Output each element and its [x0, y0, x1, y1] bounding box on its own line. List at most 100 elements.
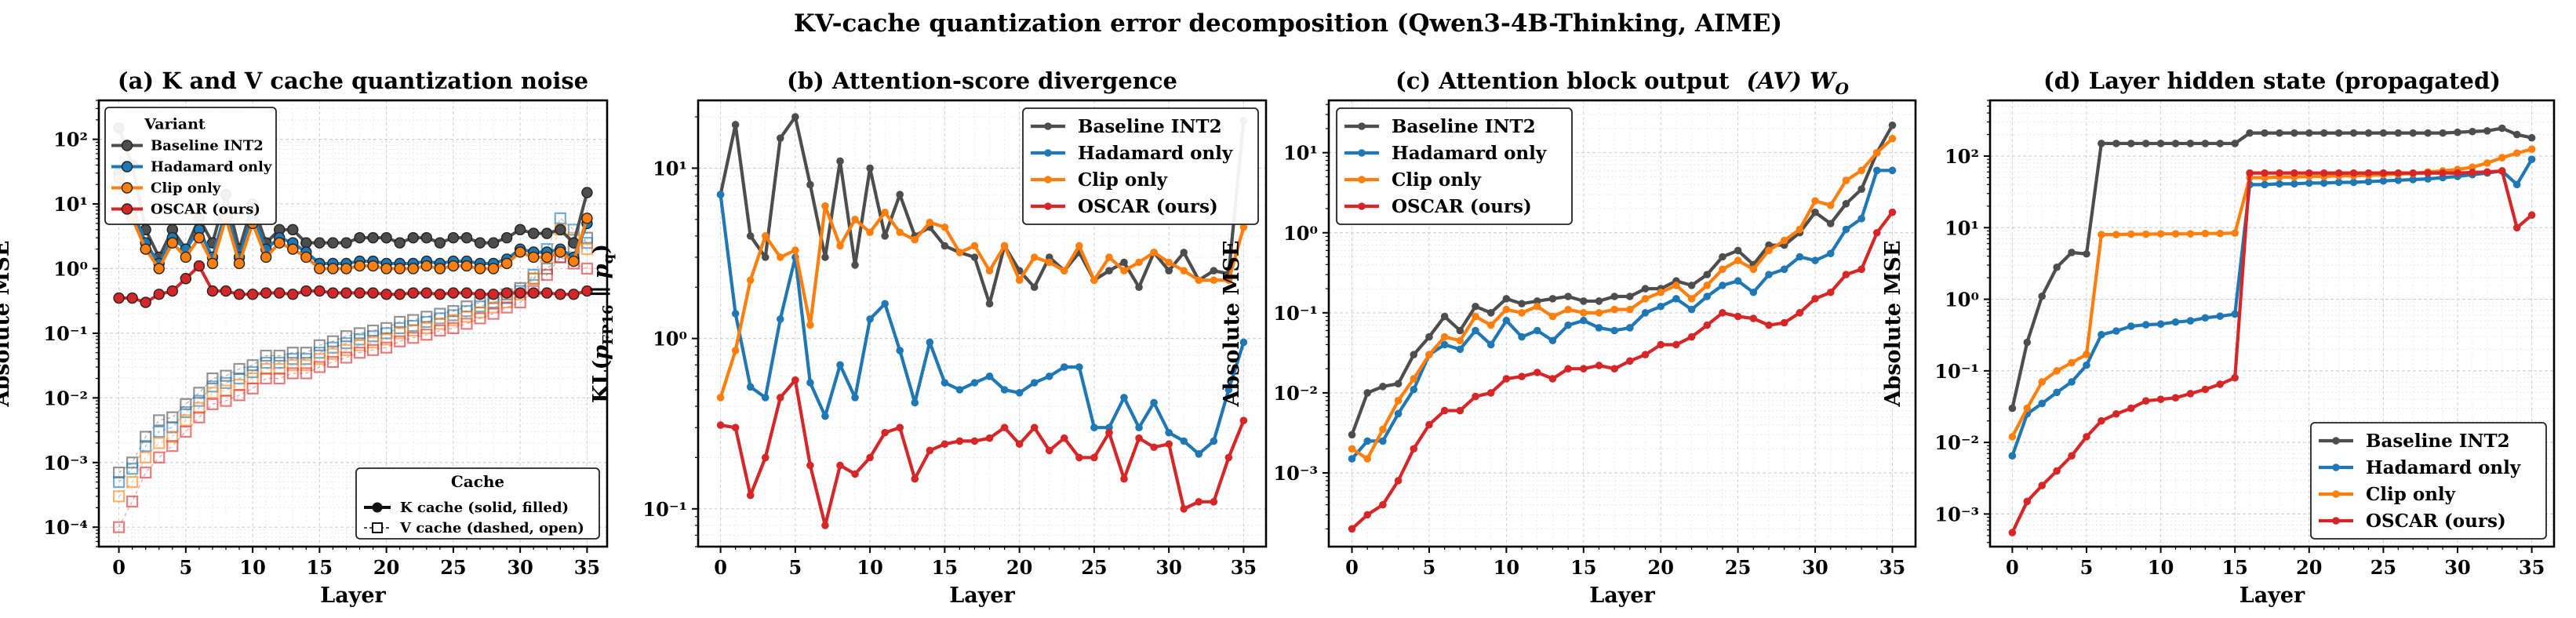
- y-tick-label: 10⁰: [1945, 289, 1979, 311]
- data-point: [1687, 282, 1696, 289]
- data-point: [340, 287, 352, 299]
- data-point: [153, 425, 166, 438]
- data-point: [1060, 267, 1068, 274]
- data-point: [1842, 176, 1850, 184]
- data-point: [326, 335, 340, 347]
- legend-entry-label: OSCAR (ours): [2366, 511, 2506, 532]
- data-point: [112, 475, 126, 489]
- data-point: [2334, 129, 2343, 137]
- data-point: [955, 249, 964, 256]
- data-point: [1826, 220, 1835, 227]
- data-point: [327, 263, 339, 274]
- data-point: [1595, 362, 1603, 369]
- data-point: [2246, 169, 2254, 177]
- data-point: [206, 380, 219, 393]
- data-point: [1780, 265, 1788, 274]
- data-point: [866, 453, 874, 462]
- data-point: [2083, 361, 2090, 369]
- data-point: [2290, 129, 2298, 137]
- panel-title-math-sub: O: [1836, 79, 1850, 98]
- y-tick-label: 10⁻²: [1934, 431, 1979, 454]
- y-tick-label: 10⁻³: [1934, 503, 1979, 525]
- x-tick-label: 20: [373, 556, 399, 579]
- panel-title-text: (d) Layer hidden state (propagated): [2043, 67, 2501, 94]
- data-point: [1120, 474, 1128, 483]
- data-point: [1425, 420, 1433, 429]
- data-point: [180, 425, 192, 438]
- data-point: [340, 263, 352, 274]
- x-tick-label: 15: [1570, 556, 1596, 579]
- data-point: [2008, 433, 2017, 441]
- data-point: [580, 237, 594, 249]
- data-point: [434, 263, 446, 274]
- data-point: [2038, 399, 2047, 408]
- data-point: [746, 276, 755, 285]
- x-tick-label: 25: [1725, 556, 1751, 579]
- data-point: [2053, 367, 2061, 375]
- data-point: [580, 243, 594, 256]
- data-point: [1363, 389, 1372, 397]
- data-point: [1472, 312, 1479, 321]
- data-point: [487, 301, 500, 314]
- legend-frame: [1336, 107, 1573, 225]
- data-point: [2141, 140, 2150, 147]
- data-point: [791, 113, 799, 121]
- data-point: [1888, 166, 1897, 175]
- data-point: [2424, 169, 2432, 177]
- data-point: [2512, 149, 2521, 158]
- data-point: [1595, 309, 1603, 317]
- data-point: [1379, 500, 1387, 509]
- data-point: [2171, 140, 2180, 147]
- data-point: [555, 224, 566, 236]
- series-line: [118, 256, 588, 528]
- y-axis-label: Absolute MSE: [1220, 241, 1244, 408]
- legend-marker: [121, 203, 133, 215]
- data-point: [487, 263, 500, 274]
- data-point: [274, 237, 286, 249]
- data-point: [1425, 351, 1433, 359]
- x-tick-label: 35: [1231, 556, 1257, 579]
- data-point: [2394, 129, 2403, 137]
- data-point: [2498, 124, 2506, 133]
- y-axis-label-part: q: [600, 253, 617, 264]
- y-axis-label-part: p: [589, 345, 613, 360]
- axes-frame: [1327, 99, 1917, 548]
- data-point: [407, 332, 420, 344]
- data-point: [1857, 214, 1865, 223]
- legend-frame: [2310, 422, 2547, 540]
- x-tick-label: 20: [1006, 556, 1032, 579]
- data-point: [474, 300, 486, 313]
- data-point: [2068, 452, 2076, 460]
- data-point: [434, 324, 446, 337]
- data-point: [2008, 452, 2017, 460]
- data-point: [1394, 409, 1403, 418]
- data-point: [287, 243, 299, 255]
- data-point: [1780, 318, 1788, 327]
- data-point: [1780, 236, 1788, 245]
- data-point: [1888, 121, 1897, 129]
- data-point: [206, 398, 219, 410]
- data-point: [1687, 333, 1696, 341]
- data-point: [1379, 425, 1387, 434]
- data-point: [1030, 253, 1039, 261]
- data-point: [153, 289, 165, 300]
- data-point: [731, 310, 740, 318]
- grid: [99, 100, 607, 547]
- data-point: [926, 338, 934, 347]
- data-point: [2364, 177, 2373, 186]
- data-point: [985, 300, 994, 308]
- data-point: [2201, 314, 2210, 322]
- data-point: [806, 180, 814, 189]
- data-point: [2261, 180, 2269, 189]
- data-point: [380, 263, 392, 274]
- data-point: [2156, 230, 2165, 238]
- data-point: [2112, 140, 2120, 147]
- legend-marker: [1044, 122, 1052, 130]
- data-point: [2053, 263, 2061, 271]
- data-point: [1472, 392, 1479, 401]
- data-point: [1749, 265, 1758, 274]
- x-tick-label: 25: [1081, 556, 1107, 579]
- data-point: [1224, 386, 1233, 394]
- data-point: [447, 260, 460, 272]
- data-point: [300, 347, 312, 359]
